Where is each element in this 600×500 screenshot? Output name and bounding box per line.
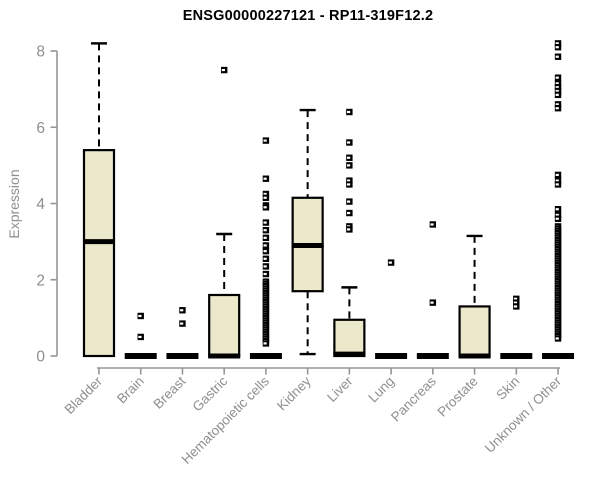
outlier-point-hole (263, 265, 267, 268)
outlier-point-hole (430, 223, 434, 226)
outlier-point-hole (513, 301, 518, 304)
y-tick-label: 4 (36, 196, 45, 213)
outlier-point-hole (555, 89, 559, 93)
outlier-point-hole (346, 141, 351, 144)
y-tick-label: 6 (36, 120, 45, 137)
x-tick-label: Liver (324, 373, 356, 405)
outlier-point-hole (346, 110, 351, 114)
outlier-point-hole (555, 103, 559, 106)
x-tick-label: Brain (114, 374, 147, 407)
x-tick-label: Gastric (189, 373, 230, 414)
outlier-point-hole (180, 309, 184, 312)
outlier-point-hole (555, 107, 559, 110)
box (458, 305, 491, 358)
outlier-point-hole (555, 55, 559, 58)
outlier-point-hole (555, 82, 559, 85)
outlier-point-hole (555, 86, 559, 89)
outlier-point-hole (555, 173, 559, 177)
outlier-point-hole (346, 156, 351, 159)
x-tick-label: Breast (150, 373, 188, 411)
box (208, 293, 241, 358)
outlier-point-hole (263, 192, 267, 196)
outlier-point-hole (555, 93, 559, 96)
outlier-point-hole (263, 139, 267, 142)
outlier-point-hole (388, 261, 392, 264)
outlier-point-hole (555, 217, 559, 220)
outlier-point-hole (430, 301, 434, 304)
x-tick-label: Unknown / Other (482, 373, 565, 456)
outlier-point-hole (346, 228, 351, 231)
outlier-point-hole (555, 213, 559, 217)
x-tick-label: Bladder (62, 373, 106, 417)
outlier-point-hole (221, 68, 225, 72)
x-tick-label: Pancreas (388, 373, 439, 424)
x-tick-label: Prostate (435, 374, 481, 420)
outlier-point-hole (513, 297, 518, 300)
y-tick-label: 8 (36, 44, 45, 61)
outlier-point-hole (555, 179, 559, 182)
outlier-point-hole (346, 183, 351, 186)
outlier-point-hole (513, 305, 518, 308)
outlier-point-hole (555, 42, 559, 45)
outlier-point-hole (555, 46, 559, 49)
outlier-point-hole (263, 221, 267, 224)
outlier-point-hole (555, 76, 559, 79)
outlier-point-hole (263, 229, 267, 232)
x-tick-label: Skin (493, 374, 522, 403)
x-tick-label: Lung (365, 374, 397, 406)
outlier-point-hole (555, 208, 559, 211)
outlier-point-hole (263, 206, 267, 209)
outlier-point-hole (263, 177, 267, 180)
outlier-point-hole (263, 342, 267, 345)
outlier-point-hole (346, 179, 351, 182)
outlier-point-hole (346, 164, 351, 167)
y-tick-label: 2 (36, 272, 45, 289)
box (82, 149, 116, 358)
outlier-point-hole (263, 236, 267, 239)
outlier-point-hole (138, 335, 142, 339)
outlier-point-hole (138, 314, 142, 318)
x-tick-label: Kidney (274, 373, 314, 413)
outlier-point-hole (346, 200, 351, 203)
y-tick-label: 0 (36, 349, 45, 366)
outlier-point-hole (263, 257, 267, 260)
outlier-point-hole (180, 322, 184, 325)
outlier-point-hole (346, 211, 351, 215)
box (333, 318, 366, 358)
chart-title: ENSG00000227121 - RP11-319F12.2 (182, 8, 434, 24)
outlier-point-hole (263, 244, 267, 247)
outlier-point-hole (263, 272, 267, 276)
outlier-point-hole (263, 196, 267, 199)
outlier-point-hole (555, 183, 559, 186)
outlier-point-hole (555, 337, 559, 340)
outlier-point-hole (263, 250, 267, 253)
